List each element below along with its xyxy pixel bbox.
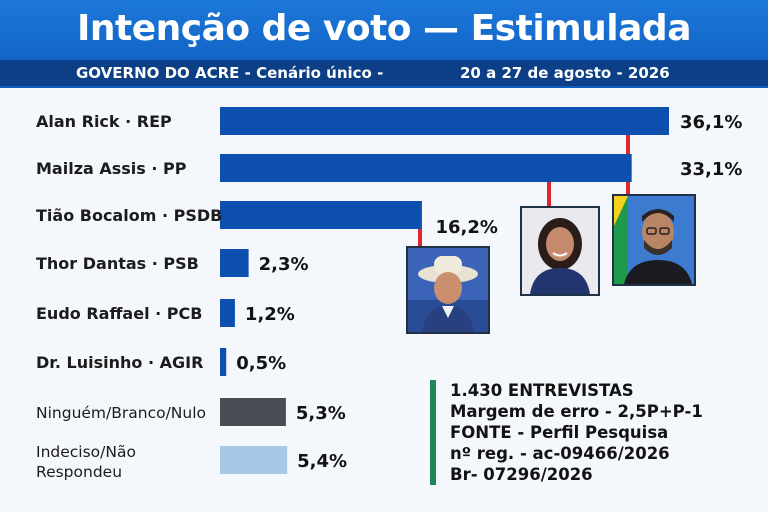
page-title: Intenção de voto — Estimulada	[76, 8, 692, 49]
value-label: 33,1%	[680, 159, 742, 180]
value-label: 16,2%	[435, 217, 497, 238]
bar	[220, 249, 249, 277]
category-label: Ninguém/Branco/Nulo	[36, 404, 206, 422]
info-source: FONTE - Perfil Pesquisa	[450, 423, 669, 442]
value-label: 5,4%	[297, 451, 347, 472]
category-label: Thor Dantas · PSB	[36, 254, 199, 273]
bar	[220, 107, 669, 135]
bar	[220, 154, 632, 182]
category-label: Eudo Raffael · PCB	[36, 304, 202, 323]
value-label: 5,3%	[296, 403, 346, 424]
info-br: Br- 07296/2026	[450, 465, 593, 484]
bar	[220, 398, 286, 426]
survey-info-box: 1.430 ENTREVISTAS Margem de erro - 2,5P+…	[430, 380, 703, 485]
category-label: Indeciso/Não Respondeu	[36, 443, 136, 481]
bar	[220, 446, 288, 474]
subtitle-scenario: GOVERNO DO ACRE - Cenário único -	[76, 64, 384, 82]
portrait-man-glasses-icon	[614, 196, 694, 284]
subtitle-dates: 20 a 27 de agosto - 2026	[460, 64, 670, 82]
info-registration: nº reg. - ac-09466/2026	[450, 444, 670, 463]
value-label: 0,5%	[236, 353, 286, 374]
value-label: 2,3%	[259, 254, 309, 275]
candidate-photo-mailza-assis	[520, 206, 600, 296]
value-label: 1,2%	[245, 304, 295, 325]
value-label: 36,1%	[680, 112, 742, 133]
subtitle-bar: GOVERNO DO ACRE - Cenário único - 20 a 2…	[0, 60, 768, 86]
category-label: Dr. Luisinho · AGIR	[36, 353, 203, 372]
category-label: Alan Rick · REP	[36, 112, 172, 131]
category-label: Mailza Assis · PP	[36, 159, 187, 178]
portrait-woman-icon	[522, 208, 598, 294]
portrait-man-hat-icon	[408, 248, 488, 332]
poll-bar-chart: Alan Rick · REP 36,1% Mailza Assis · PP 33,…	[36, 107, 742, 481]
category-label: Tião Bocalom · PSDB	[36, 206, 222, 225]
bar	[220, 201, 422, 229]
candidate-photo-alan-rick	[612, 194, 696, 286]
bar	[220, 299, 235, 327]
info-margin: Margem de erro - 2,5P+P-1	[450, 402, 703, 421]
bar	[220, 348, 227, 376]
header-banner: Intenção de voto — Estimulada GOVERNO DO…	[0, 0, 768, 88]
candidate-photo-tiao-bocalom	[406, 246, 490, 334]
info-interviews: 1.430 ENTREVISTAS	[450, 381, 634, 400]
